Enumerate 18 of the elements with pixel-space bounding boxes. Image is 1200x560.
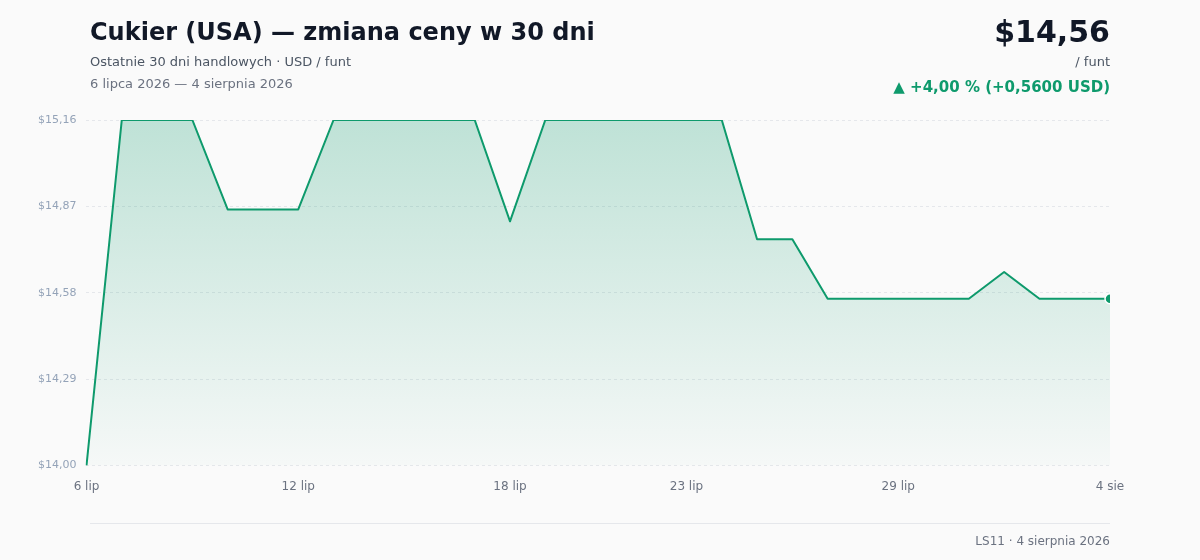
y-tick-label: $14,29 <box>37 372 77 386</box>
y-tick-label: $15,16 <box>37 112 77 126</box>
y-tick-label: $14,58 <box>37 285 77 299</box>
text: 6 lipca 2026 — 4 sierpnia 2026 <box>90 76 293 91</box>
text: LS11 · 4 sierpnia 2026 <box>975 534 1110 548</box>
x-tick-label: 4 sie <box>1095 478 1125 493</box>
x-tick-label: 29 lip <box>881 478 915 493</box>
chart-subtitle: Ostatnie 30 dni handlowych · USD / funt <box>90 54 352 69</box>
y-tick-label: $14,00 <box>37 458 77 472</box>
text: ▲ +4,00 % (+0,5600 USD) <box>893 78 1110 96</box>
text: / funt <box>1075 54 1110 69</box>
text: $14,56 <box>994 14 1110 49</box>
x-tick-label: 6 lip <box>73 478 100 493</box>
y-tick-label: $14,87 <box>37 199 77 213</box>
x-tick-label: 18 lip <box>493 478 527 493</box>
x-tick-label: 12 lip <box>281 478 315 493</box>
x-tick-label: 23 lip <box>669 478 704 493</box>
chart-title: Cukier (USA) — zmiana ceny w 30 dni <box>90 18 595 46</box>
